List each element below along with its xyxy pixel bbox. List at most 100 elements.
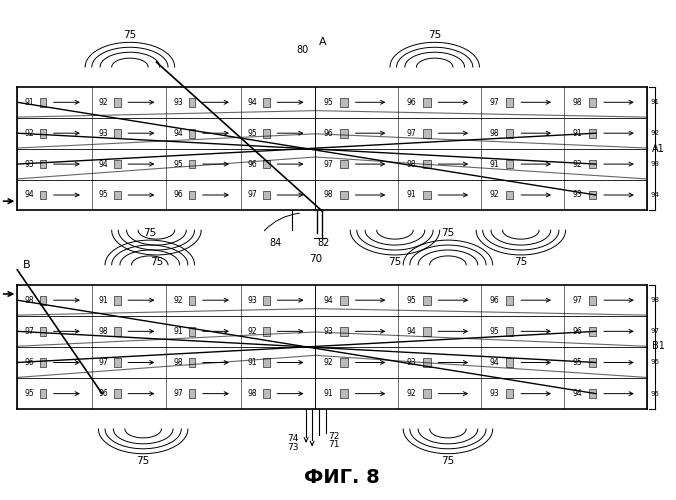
Text: 93: 93 [248, 296, 258, 304]
Text: 97: 97 [24, 327, 34, 336]
Bar [340, 390, 347, 398]
Text: 94: 94 [650, 192, 659, 198]
Bar [40, 358, 47, 367]
Text: 98: 98 [489, 128, 499, 138]
Text: 71: 71 [329, 440, 340, 450]
Text: 95: 95 [24, 389, 34, 398]
Text: 95: 95 [650, 390, 659, 396]
Bar [40, 327, 47, 336]
Text: 75: 75 [514, 258, 527, 268]
Text: B1: B1 [652, 342, 665, 351]
Bar [263, 129, 270, 138]
Text: 92: 92 [324, 358, 333, 367]
Bar [263, 296, 270, 304]
Bar [589, 327, 596, 336]
Text: 94: 94 [324, 296, 333, 304]
Bar [114, 190, 121, 200]
Bar [506, 327, 513, 336]
Text: 93: 93 [324, 327, 333, 336]
Text: ФИГ. 8: ФИГ. 8 [304, 468, 380, 487]
Text: 75: 75 [143, 228, 156, 237]
Bar [114, 160, 121, 168]
Text: 75: 75 [388, 258, 402, 268]
Text: 84: 84 [270, 238, 282, 248]
Bar [423, 160, 431, 168]
Bar [506, 190, 513, 200]
Bar [589, 129, 596, 138]
Bar [589, 358, 596, 367]
Text: A: A [319, 38, 327, 48]
Bar [506, 358, 513, 367]
Bar [340, 327, 347, 336]
Text: 95: 95 [248, 128, 258, 138]
Text: 92: 92 [573, 160, 582, 168]
Text: 97: 97 [489, 98, 499, 107]
Text: 93: 93 [650, 161, 659, 167]
Text: 75: 75 [123, 30, 137, 40]
Bar [263, 327, 270, 336]
Bar [114, 296, 121, 304]
Text: 92: 92 [99, 98, 109, 107]
Text: 80: 80 [297, 44, 309, 54]
Bar [114, 327, 121, 336]
Text: 91: 91 [489, 160, 499, 168]
Bar [423, 327, 431, 336]
Text: 94: 94 [174, 128, 183, 138]
Bar [506, 390, 513, 398]
Text: 93: 93 [174, 98, 183, 107]
Bar [340, 296, 347, 304]
Text: 97: 97 [248, 190, 258, 200]
Text: 98: 98 [407, 160, 416, 168]
Text: 95: 95 [407, 296, 416, 304]
Bar [189, 129, 195, 138]
Text: 96: 96 [489, 296, 499, 304]
Text: 92: 92 [24, 128, 34, 138]
Text: 95: 95 [489, 327, 499, 336]
Text: 91: 91 [248, 358, 258, 367]
Bar [506, 296, 513, 304]
Bar [340, 358, 347, 367]
Bar [114, 129, 121, 138]
Text: 97: 97 [573, 296, 582, 304]
Bar [423, 190, 431, 200]
Text: 75: 75 [441, 228, 454, 237]
Text: 94: 94 [99, 160, 109, 168]
Text: 75: 75 [137, 456, 150, 466]
Text: 82: 82 [318, 238, 331, 248]
Text: 70: 70 [309, 254, 322, 264]
Bar [263, 190, 270, 200]
Text: 93: 93 [407, 358, 416, 367]
Bar [340, 190, 347, 200]
Bar [189, 358, 195, 367]
Text: 98: 98 [24, 296, 34, 304]
Bar [340, 160, 347, 168]
Text: 92: 92 [489, 190, 499, 200]
Text: 98: 98 [573, 98, 582, 107]
Bar [263, 98, 270, 106]
Text: 96: 96 [248, 160, 258, 168]
Bar [589, 296, 596, 304]
Bar [423, 98, 431, 106]
Text: 93: 93 [24, 160, 34, 168]
Bar [189, 327, 195, 336]
Bar [506, 98, 513, 106]
Text: 93: 93 [573, 190, 582, 200]
Text: 95: 95 [324, 98, 333, 107]
Bar [423, 358, 431, 367]
Text: 91: 91 [24, 98, 34, 107]
Bar [40, 296, 47, 304]
Text: 98: 98 [324, 190, 333, 200]
Text: A1: A1 [652, 144, 665, 154]
Bar [423, 390, 431, 398]
Bar [340, 98, 347, 106]
Text: 91: 91 [650, 100, 659, 105]
Bar [589, 98, 596, 106]
Bar [423, 296, 431, 304]
Text: 96: 96 [99, 389, 109, 398]
Text: 91: 91 [99, 296, 109, 304]
Bar [189, 190, 195, 200]
Text: 96: 96 [174, 190, 183, 200]
Text: 91: 91 [573, 128, 582, 138]
Bar [589, 390, 596, 398]
Text: 92: 92 [248, 327, 258, 336]
